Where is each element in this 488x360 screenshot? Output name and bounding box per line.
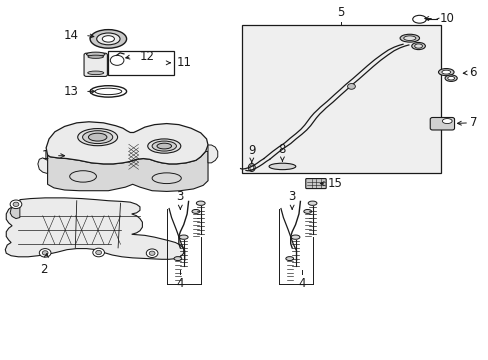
Ellipse shape — [399, 34, 419, 42]
Polygon shape — [38, 158, 47, 174]
Ellipse shape — [403, 36, 415, 41]
Ellipse shape — [285, 257, 293, 261]
Ellipse shape — [196, 201, 204, 205]
Circle shape — [149, 251, 155, 255]
Text: 7: 7 — [469, 116, 477, 129]
Bar — [242, 24, 441, 173]
Ellipse shape — [157, 143, 171, 149]
Ellipse shape — [147, 139, 181, 153]
Circle shape — [96, 250, 102, 255]
Ellipse shape — [87, 71, 103, 75]
Ellipse shape — [268, 163, 295, 170]
Ellipse shape — [307, 201, 316, 205]
Text: 13: 13 — [63, 85, 78, 98]
Ellipse shape — [86, 52, 105, 57]
Polygon shape — [46, 122, 207, 164]
Ellipse shape — [174, 257, 182, 261]
Ellipse shape — [102, 36, 114, 42]
Circle shape — [93, 248, 104, 257]
Ellipse shape — [88, 133, 107, 141]
Circle shape — [39, 249, 51, 257]
Polygon shape — [10, 203, 20, 219]
FancyBboxPatch shape — [84, 53, 107, 76]
Ellipse shape — [97, 33, 120, 45]
Ellipse shape — [442, 118, 451, 123]
Ellipse shape — [447, 76, 454, 80]
Ellipse shape — [441, 70, 450, 74]
Ellipse shape — [88, 55, 103, 58]
Text: 9: 9 — [247, 144, 255, 157]
Circle shape — [347, 84, 355, 89]
Text: 6: 6 — [468, 66, 476, 79]
Text: 11: 11 — [176, 56, 191, 69]
Text: 5: 5 — [336, 5, 344, 18]
Ellipse shape — [414, 44, 422, 48]
Text: 10: 10 — [439, 12, 454, 25]
Ellipse shape — [179, 235, 188, 239]
Circle shape — [42, 251, 48, 255]
Text: 14: 14 — [63, 29, 78, 42]
Text: 8: 8 — [278, 143, 285, 156]
Text: 3: 3 — [176, 190, 183, 203]
Ellipse shape — [192, 210, 200, 213]
Ellipse shape — [303, 210, 311, 213]
Bar — [108, 51, 174, 75]
Polygon shape — [5, 198, 183, 259]
Polygon shape — [207, 145, 217, 163]
FancyBboxPatch shape — [429, 117, 454, 130]
Text: 4: 4 — [298, 277, 305, 290]
Text: 2: 2 — [41, 263, 48, 276]
Ellipse shape — [444, 75, 456, 81]
Ellipse shape — [411, 42, 425, 50]
Circle shape — [10, 200, 22, 208]
Ellipse shape — [290, 235, 299, 239]
Text: 4: 4 — [176, 277, 183, 290]
Ellipse shape — [78, 129, 117, 146]
Ellipse shape — [82, 131, 113, 144]
Ellipse shape — [90, 30, 126, 48]
Text: 12: 12 — [140, 50, 155, 63]
Circle shape — [146, 249, 158, 257]
Ellipse shape — [152, 141, 176, 151]
Polygon shape — [47, 152, 207, 192]
Ellipse shape — [438, 68, 453, 76]
Text: 1: 1 — [41, 149, 49, 162]
Text: 15: 15 — [327, 177, 342, 190]
FancyBboxPatch shape — [305, 179, 325, 189]
Circle shape — [13, 202, 19, 206]
Text: 3: 3 — [288, 190, 295, 203]
